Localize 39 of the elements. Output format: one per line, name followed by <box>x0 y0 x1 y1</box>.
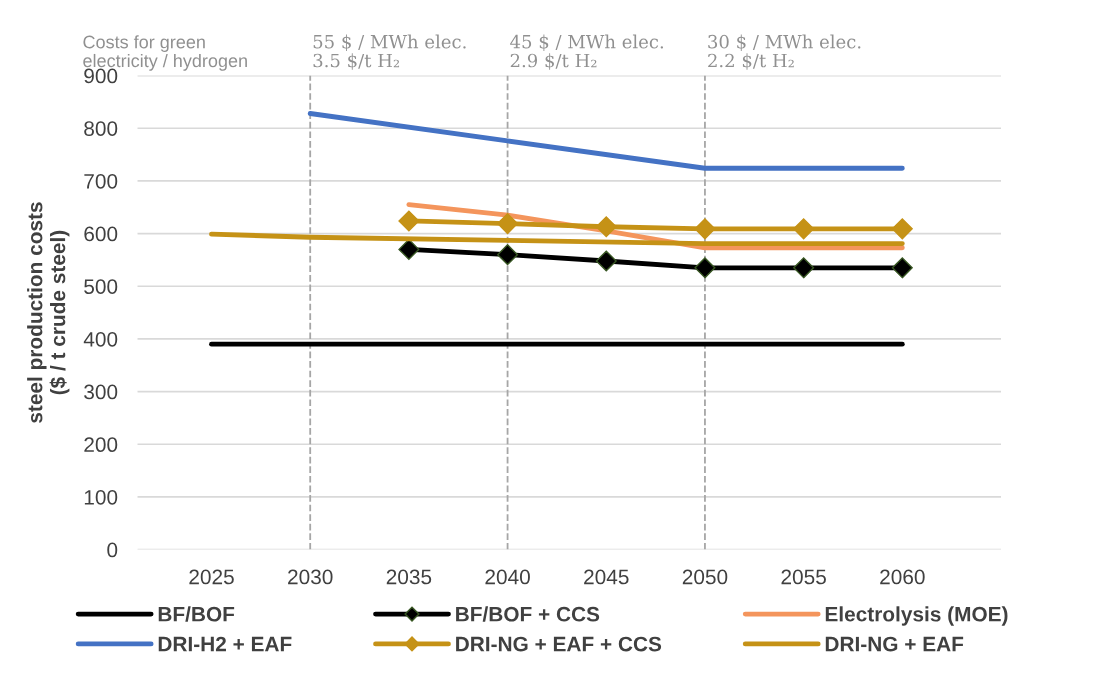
point <box>891 257 913 279</box>
point <box>694 218 716 240</box>
y-tick-label: 800 <box>84 121 118 136</box>
x-tick-label: 2035 <box>386 569 432 585</box>
point <box>595 250 617 272</box>
legend-label: DRI-NG + EAF + CCS <box>456 636 662 652</box>
y-tick-label: 600 <box>84 226 118 242</box>
point <box>398 238 420 260</box>
x-tick-label: 2045 <box>584 569 629 585</box>
point <box>595 216 617 238</box>
ref-line-label: 45 $ / MWh elec. 2.9 $/t H₂ <box>510 34 664 70</box>
ref-line-label: 55 $ / MWh elec. 3.5 $/t H₂ <box>313 34 466 70</box>
point <box>793 257 815 279</box>
x-tick-label: 2040 <box>485 569 530 585</box>
x-tick-label: 2025 <box>189 569 234 585</box>
legend-label: BF/BOF + CCS <box>456 606 600 622</box>
y-tick-label: 100 <box>84 489 118 505</box>
y-axis-title: steel production costs ($ / t crude steel) <box>27 202 70 423</box>
y-tick-label: 500 <box>84 279 118 294</box>
legend-label: DRI-NG + EAF <box>825 636 964 652</box>
legend-label: BF/BOF <box>158 606 235 622</box>
y-tick-label: 400 <box>83 331 118 347</box>
y-tick-label: 300 <box>84 384 118 400</box>
point <box>694 257 716 279</box>
y-tick-label: 0 <box>107 542 118 558</box>
x-tick-label: 2060 <box>880 569 925 585</box>
x-tick-label: 2055 <box>781 569 826 585</box>
legend-label: Electrolysis (MOE) <box>825 606 1008 626</box>
point <box>497 213 519 235</box>
point <box>398 210 420 232</box>
ref-line-label: 30 $ / MWh elec. 2.2 $/t H₂ <box>708 34 861 70</box>
legend-label: DRI-H2 + EAF <box>158 636 292 652</box>
point <box>891 218 913 240</box>
y-tick-label: 700 <box>84 173 118 189</box>
x-tick-label: 2050 <box>682 569 728 585</box>
y-tick-label: 200 <box>84 437 118 453</box>
point <box>497 244 519 266</box>
x-tick-label: 2030 <box>288 569 333 585</box>
point <box>793 218 815 240</box>
